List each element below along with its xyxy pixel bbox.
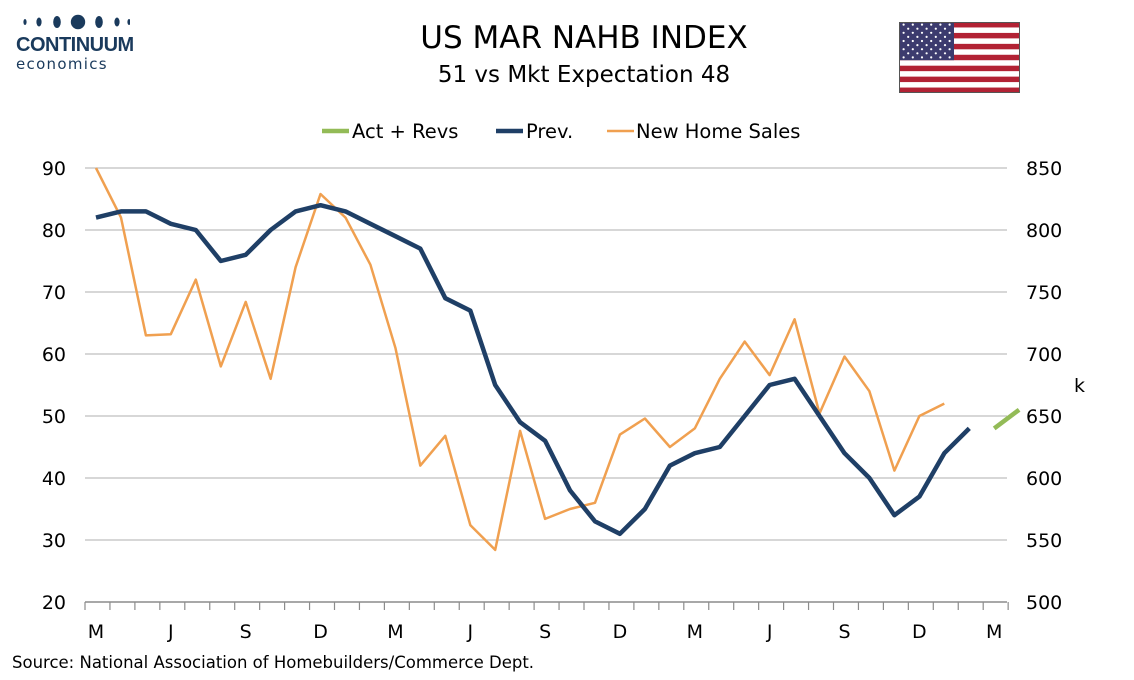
x-tick-label: J <box>466 621 473 643</box>
y-right-tick-label: 500 <box>1026 592 1062 614</box>
y-left-tick-label: 40 <box>42 468 66 490</box>
y-left-tick-label: 60 <box>42 344 66 366</box>
y-left-tick-label: 70 <box>42 282 66 304</box>
continuum-logo: CONTINUUM economics <box>10 12 140 78</box>
y-right-tick-label: 800 <box>1026 220 1062 242</box>
x-tick-label: M <box>387 621 403 643</box>
y-left-tick-label: 30 <box>42 530 66 552</box>
y-right-tick-label: 600 <box>1026 468 1062 490</box>
chart-subtitle: 51 vs Mkt Expectation 48 <box>437 62 731 88</box>
y-left-tick-label: 80 <box>42 220 66 242</box>
gridlines <box>85 167 1007 541</box>
chart-area: 20 30 40 50 60 70 80 90 500 550 600 650 700 750 800 850… <box>42 120 1085 643</box>
series-lines <box>94 167 1021 552</box>
x-tick-label: D <box>313 621 328 643</box>
us-flag-icon <box>899 22 1020 93</box>
y-left-tick-label: 20 <box>42 592 66 614</box>
series-line-new-home-sales <box>94 167 945 552</box>
axes: 20 30 40 50 60 70 80 90 500 550 600 650 700 750 800 850… <box>42 158 1085 643</box>
legend-label-prev: Prev. <box>526 120 573 143</box>
y-right-tick-label: 550 <box>1026 530 1062 552</box>
source-note: Source: National Association of Homebuil… <box>12 653 535 672</box>
series-line-prev <box>95 202 971 537</box>
x-tick-label: M <box>986 621 1002 643</box>
x-tick-label: J <box>167 621 174 643</box>
legend-label-new-home-sales: New Home Sales <box>636 120 800 143</box>
logo-subtext: economics <box>16 55 108 73</box>
y-right-tick-label: 750 <box>1026 282 1062 304</box>
y-left-tick-label: 90 <box>42 158 66 180</box>
x-tick-label: S <box>838 621 850 643</box>
x-tick-label: M <box>687 621 703 643</box>
y-right-tick-label: 850 <box>1026 158 1062 180</box>
y-right-tick-label: 700 <box>1026 344 1062 366</box>
x-tick-label: D <box>912 621 927 643</box>
x-tick-label: D <box>613 621 628 643</box>
x-tick-label: M <box>88 621 104 643</box>
legend-label-act-revs: Act + Revs <box>352 120 458 143</box>
x-tick-label: S <box>539 621 551 643</box>
logo-wordmark: CONTINUUM <box>16 34 134 56</box>
y-left-tick-label: 50 <box>42 406 66 428</box>
chart-title: US MAR NAHB INDEX <box>420 20 748 56</box>
legend: Act + Revs Prev. New Home Sales <box>322 120 800 143</box>
logo-dots-icon <box>23 14 130 30</box>
x-tick-label: J <box>766 621 773 643</box>
series-line-act-revs <box>992 407 1021 431</box>
x-tick-label: S <box>240 621 252 643</box>
y-right-tick-label: 650 <box>1026 406 1062 428</box>
y-right-axis-label: k <box>1074 375 1085 397</box>
